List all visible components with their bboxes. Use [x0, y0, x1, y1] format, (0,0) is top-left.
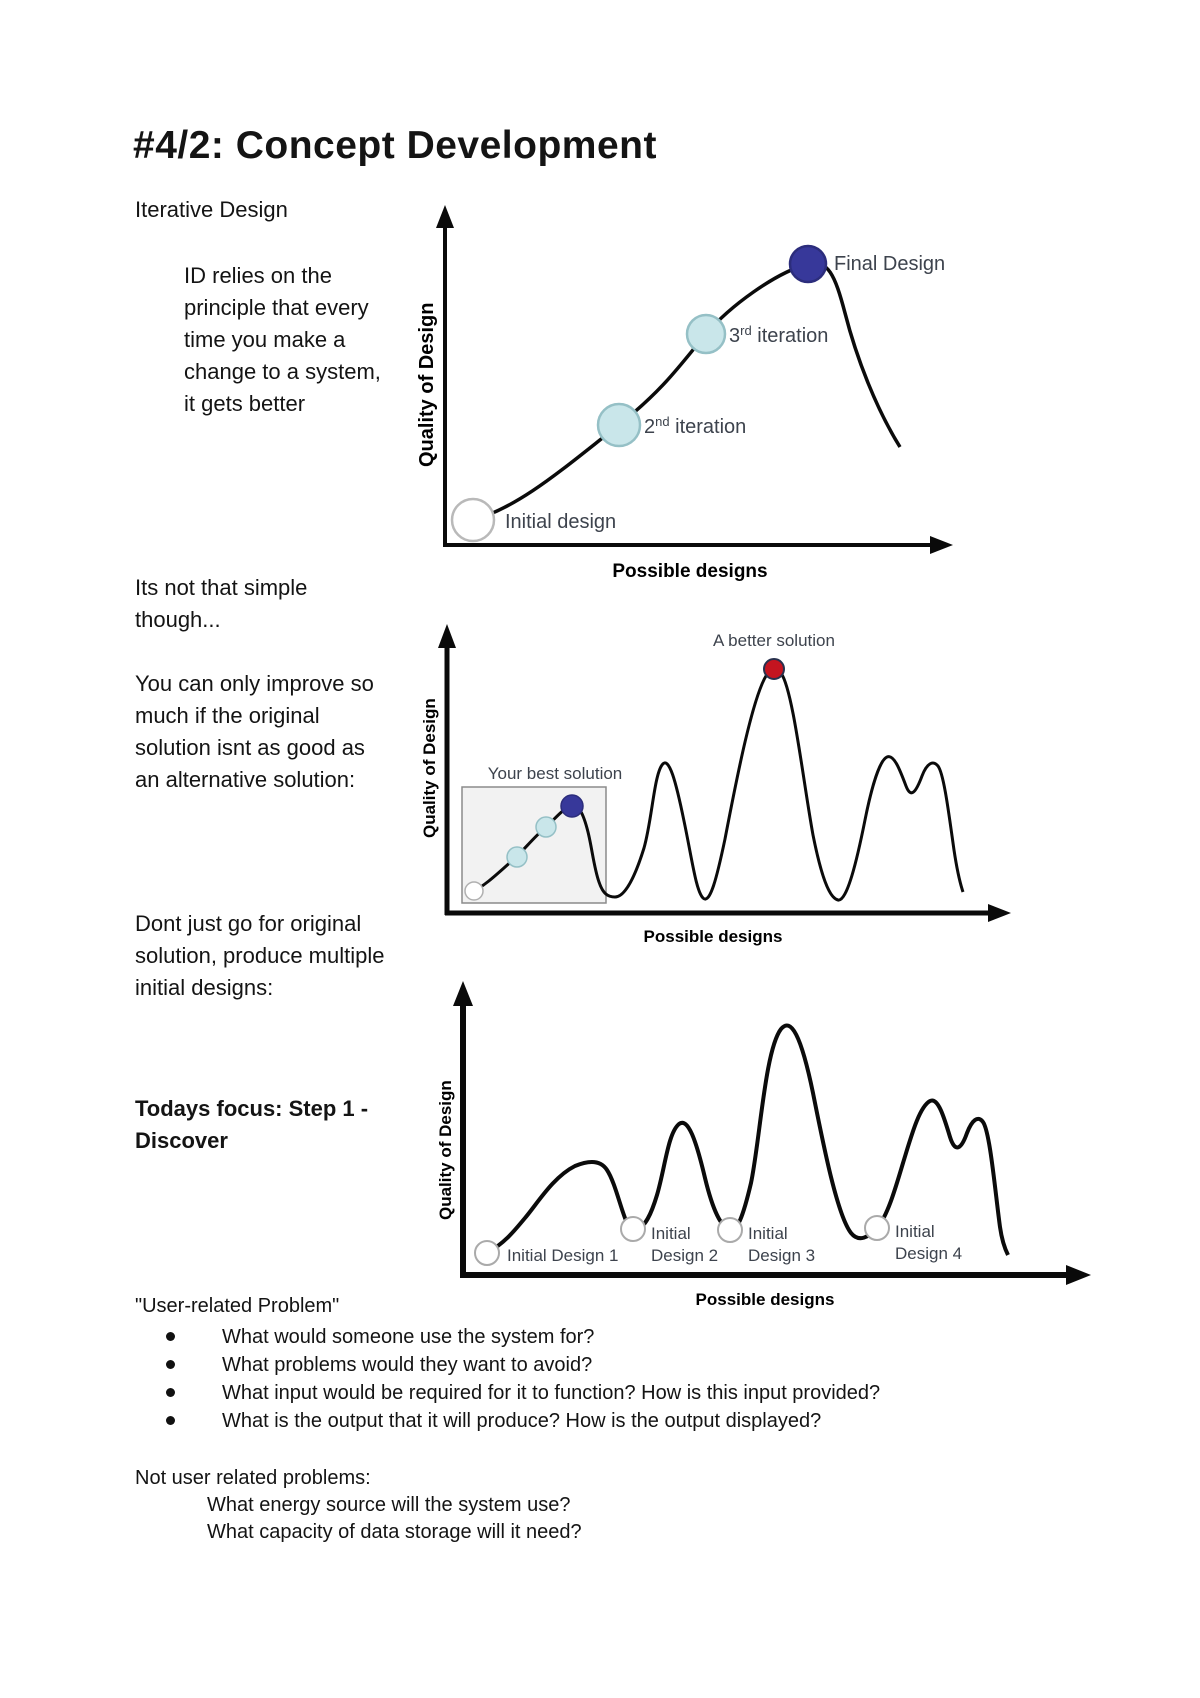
chart-multiple-initial-designs: Quality of Design Possible designs Initi… — [436, 981, 1091, 1309]
non-user-item: What energy source will the system use? — [207, 1494, 571, 1516]
section1-paragraph: ID relies on the principle that every ti… — [184, 263, 381, 416]
bottom-section: "User-related Problem" What would someon… — [135, 1296, 1095, 1549]
chart1-x-axis-label: Possible designs — [612, 561, 767, 582]
chart3-curve — [486, 1023, 1010, 1256]
bullet-icon — [166, 1388, 175, 1397]
chart1-point-second-iteration — [596, 402, 642, 448]
chart3-initial-dot-2 — [620, 1216, 646, 1242]
chart3-label-4: Initial Design 4 — [895, 1222, 962, 1263]
list-item-text: What problems would they want to avoid? — [222, 1354, 593, 1376]
section2-paragraph-1: Its not that simple though... — [135, 575, 308, 632]
chart3-x-axis-label: Possible designs — [696, 1290, 835, 1309]
chart3-y-axis-arrow-icon — [453, 981, 473, 1006]
chart1-label-second: 2nd iteration — [644, 414, 746, 438]
chart1-y-axis-label: Quality of Design — [416, 303, 438, 467]
user-related-heading: "User-related Problem" — [135, 1295, 340, 1317]
non-user-heading: Not user related problems: — [135, 1467, 371, 1489]
chart2-label-best: Your best solution — [488, 764, 623, 783]
chart1-curve — [472, 261, 902, 522]
chart2-x-axis-label: Possible designs — [644, 927, 783, 946]
chart1-y-axis-arrow-icon — [436, 205, 454, 228]
chart2-mini-iteration-dot-2 — [535, 816, 557, 838]
chart1-label-initial: Initial design — [505, 511, 616, 533]
chart3-initial-dot-4 — [864, 1215, 890, 1241]
user-related-list: What would someone use the system for? W… — [135, 1327, 1095, 1432]
chart3-initial-dot-3 — [717, 1217, 743, 1243]
chart3-y-axis-label: Quality of Design — [436, 1080, 455, 1220]
chart3-x-axis-arrow-icon — [1066, 1265, 1091, 1285]
list-item: What would someone use the system for? — [135, 1327, 1095, 1348]
chart-local-vs-global: Quality of Design Possible designs Your … — [420, 624, 1011, 946]
page-title: #4/2: Concept Development — [133, 124, 657, 167]
chart2-best-solution-dot — [560, 794, 584, 818]
chart3-label-1: Initial Design 1 — [507, 1246, 619, 1265]
chart3-initial-dot-1 — [474, 1240, 500, 1266]
chart3-label-3: Initial Design 3 — [748, 1224, 815, 1265]
chart2-x-axis-arrow-icon — [988, 904, 1011, 922]
section3-focus: Todays focus: Step 1 - Discover — [135, 1096, 369, 1153]
list-item-text: What input would be required for it to f… — [222, 1382, 881, 1404]
chart2-better-solution-dot — [763, 658, 785, 680]
bullet-icon — [166, 1332, 175, 1341]
chart2-label-better: A better solution — [713, 631, 835, 650]
section3-paragraph: Dont just go for original solution, prod… — [135, 911, 385, 1000]
chart1-label-third: 3rd iteration — [729, 323, 828, 347]
chart2-y-axis-label: Quality of Design — [420, 698, 439, 838]
list-item-text: What would someone use the system for? — [222, 1326, 595, 1348]
chart3-label-2: Initial Design 2 — [651, 1224, 718, 1265]
chart2-mini-initial-dot — [464, 881, 484, 901]
chart1-label-final: Final Design — [834, 253, 945, 275]
chart2-mini-iteration-dot-1 — [506, 846, 528, 868]
list-item: What input would be required for it to f… — [135, 1383, 1095, 1404]
chart2-y-axis-arrow-icon — [438, 624, 456, 648]
section1-heading: Iterative Design — [135, 197, 288, 222]
bullet-icon — [166, 1416, 175, 1425]
chart-iterative-design: Quality of Design Possible designs Initi… — [416, 205, 953, 582]
non-user-item: What capacity of data storage will it ne… — [207, 1521, 582, 1543]
section2-paragraph-2: You can only improve so much if the orig… — [135, 671, 374, 792]
chart1-point-third-iteration — [685, 313, 727, 355]
chart1-point-initial — [450, 497, 496, 543]
chart1-x-axis-arrow-icon — [930, 536, 953, 554]
list-item-text: What is the output that it will produce?… — [222, 1410, 822, 1432]
list-item: What problems would they want to avoid? — [135, 1355, 1095, 1376]
chart1-point-final — [788, 244, 828, 284]
list-item: What is the output that it will produce?… — [135, 1411, 1095, 1432]
chart2-curve — [473, 667, 965, 902]
bullet-icon — [166, 1360, 175, 1369]
